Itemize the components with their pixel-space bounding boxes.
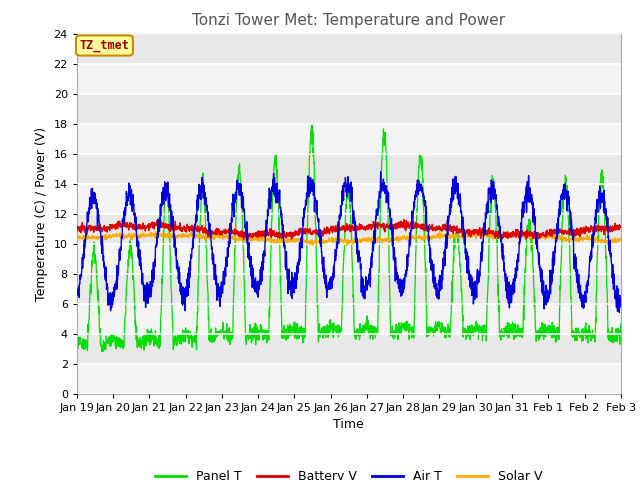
Bar: [77, 183, 621, 214]
Bar: [77, 364, 621, 394]
Y-axis label: Temperature (C) / Power (V): Temperature (C) / Power (V): [35, 127, 48, 300]
Legend: Panel T, Battery V, Air T, Solar V: Panel T, Battery V, Air T, Solar V: [150, 465, 548, 480]
X-axis label: Time: Time: [333, 418, 364, 431]
Bar: [77, 63, 621, 94]
Bar: [77, 243, 621, 274]
Text: TZ_tmet: TZ_tmet: [79, 39, 129, 52]
Title: Tonzi Tower Met: Temperature and Power: Tonzi Tower Met: Temperature and Power: [192, 13, 506, 28]
Bar: [77, 123, 621, 154]
Bar: [77, 303, 621, 334]
